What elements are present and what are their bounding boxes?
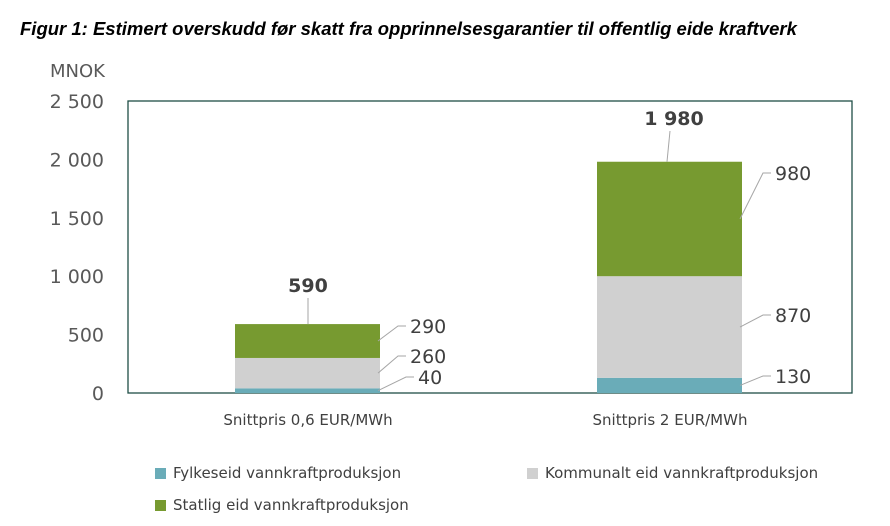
leader-line <box>739 375 771 386</box>
bar-segment <box>235 388 380 393</box>
y-tick-label: 2 000 <box>50 149 104 171</box>
segment-value-label: 870 <box>775 305 811 327</box>
segment-value-label: 130 <box>775 366 811 388</box>
legend-label: Kommunalt eid vannkraftproduksjon <box>545 464 819 482</box>
bar-segment <box>597 377 742 393</box>
segment-value-label: 290 <box>410 316 446 338</box>
y-tick-label: 500 <box>68 325 104 347</box>
segment-value-label: 260 <box>410 346 446 368</box>
bar-segment <box>597 276 742 378</box>
legend-item: Statlig eid vannkraftproduksjon <box>155 496 409 514</box>
legend-swatch <box>155 468 166 479</box>
plot-area-frame <box>127 100 853 394</box>
total-value-label: 1 980 <box>644 108 704 130</box>
y-tick-label: 2 500 <box>50 91 104 113</box>
legend-item: Fylkeseid vannkraftproduksjon <box>155 464 401 482</box>
category-label: Snittpris 2 EUR/MWh <box>593 411 748 429</box>
y-tick-label: 0 <box>92 383 104 405</box>
bar-segment <box>597 161 742 277</box>
leader-line <box>377 325 406 342</box>
y-tick-label: 1 000 <box>50 266 104 288</box>
legend-label: Statlig eid vannkraftproduksjon <box>173 496 409 514</box>
bar-segment <box>235 324 380 358</box>
bar-segment <box>235 357 380 389</box>
leader-line <box>377 355 406 374</box>
y-axis-unit-label: MNOK <box>50 61 106 82</box>
chart-title: Figur 1: Estimert overskudd før skatt fr… <box>20 18 797 39</box>
legend-swatch <box>155 500 166 511</box>
leader-line <box>739 172 771 220</box>
segment-value-label: 980 <box>775 163 811 185</box>
category-label: Snittpris 0,6 EUR/MWh <box>223 411 392 429</box>
legend-label: Fylkeseid vannkraftproduksjon <box>173 464 402 482</box>
legend-item: Kommunalt eid vannkraftproduksjon <box>527 464 818 482</box>
total-leader-line <box>666 130 671 162</box>
leader-line <box>739 314 771 328</box>
segment-value-label: 40 <box>418 367 442 389</box>
total-value-label: 590 <box>288 275 328 297</box>
legend-swatch <box>527 468 538 479</box>
leader-line <box>377 376 414 392</box>
y-tick-label: 1 500 <box>50 208 104 230</box>
